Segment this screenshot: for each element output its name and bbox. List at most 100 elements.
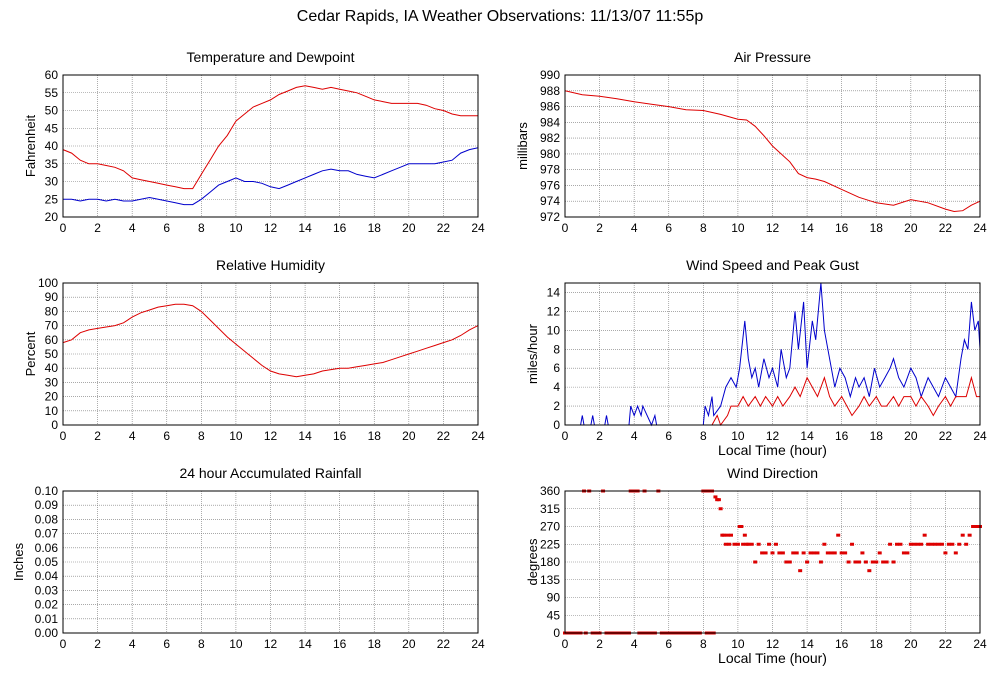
winddir-y-tick-label: 90 bbox=[547, 591, 561, 605]
humidity-y-tick-label: 30 bbox=[45, 375, 59, 389]
rain-y-axis-label: Inches bbox=[11, 542, 26, 581]
rain-x-tick-label: 2 bbox=[94, 637, 101, 651]
temp-series-line-1 bbox=[63, 147, 479, 206]
winddir-y-tick-label: 360 bbox=[540, 484, 560, 498]
wind-y-tick-label: 2 bbox=[553, 399, 560, 413]
wind-x-tick-label: 2 bbox=[596, 429, 603, 443]
wind-x-tick-label: 24 bbox=[973, 429, 987, 443]
temp-y-tick-label: 50 bbox=[45, 104, 59, 118]
winddir-point bbox=[926, 542, 931, 546]
wind-y-tick-label: 6 bbox=[553, 361, 560, 375]
winddir-point bbox=[713, 495, 718, 499]
humidity-chart-title: Relative Humidity bbox=[216, 257, 325, 273]
winddir-y-tick-label: 135 bbox=[540, 573, 560, 587]
winddir-point bbox=[908, 542, 913, 546]
temp-x-tick-label: 6 bbox=[163, 221, 170, 235]
winddir-point bbox=[770, 551, 775, 555]
pressure-y-tick-label: 984 bbox=[540, 115, 560, 129]
winddir-y-tick-label: 45 bbox=[547, 608, 561, 622]
humidity-x-tick-label: 18 bbox=[368, 429, 382, 443]
winddir-point bbox=[863, 560, 868, 564]
winddir-point bbox=[836, 533, 841, 537]
winddir-point bbox=[805, 560, 810, 564]
wind-chart-title: Wind Speed and Peak Gust bbox=[686, 257, 859, 273]
winddir-x-tick-label: 14 bbox=[800, 637, 814, 651]
rain-y-tick-label: 0.07 bbox=[35, 527, 59, 541]
winddir-point bbox=[756, 542, 761, 546]
winddir-point bbox=[773, 542, 778, 546]
winddir-point bbox=[767, 542, 772, 546]
winddir-point bbox=[971, 525, 976, 528]
wind-y-tick-label: 8 bbox=[553, 342, 560, 356]
wind-y-tick-label: 10 bbox=[547, 323, 561, 337]
winddir-point bbox=[939, 542, 944, 546]
winddir-point bbox=[722, 533, 727, 537]
winddir-point bbox=[877, 551, 882, 555]
winddir-point bbox=[898, 542, 903, 546]
winddir-point bbox=[829, 551, 834, 555]
wind-x-axis-label: Local Time (hour) bbox=[718, 442, 827, 458]
temp-plot-frame bbox=[62, 74, 479, 218]
wind-x-tick-label: 10 bbox=[731, 429, 745, 443]
rain-y-tick-label: 0.02 bbox=[35, 598, 59, 612]
winddir-chart-title: Wind Direction bbox=[727, 465, 818, 481]
pressure-x-tick-label: 0 bbox=[562, 221, 569, 235]
temp-x-tick-label: 20 bbox=[402, 221, 416, 235]
rain-plot-frame bbox=[62, 490, 479, 634]
wind-series-line-1 bbox=[565, 375, 980, 427]
winddir-x-tick-label: 2 bbox=[596, 637, 603, 651]
winddir-point bbox=[822, 542, 827, 546]
winddir-point bbox=[884, 560, 889, 564]
winddir-point bbox=[960, 533, 965, 537]
winddir-point bbox=[760, 551, 765, 555]
wind-x-tick-label: 0 bbox=[562, 429, 569, 443]
winddir-point bbox=[723, 542, 728, 546]
rain-chart: 0 2 4 6 8 10 12 14 16 18 20 22 240.000.010.020.030.0… bbox=[11, 465, 485, 651]
rain-x-tick-label: 10 bbox=[229, 637, 243, 651]
temp-y-tick-label: 55 bbox=[45, 86, 59, 100]
temp-y-tick-label: 25 bbox=[45, 192, 59, 206]
rain-x-tick-label: 14 bbox=[298, 637, 312, 651]
pressure-x-tick-label: 24 bbox=[973, 221, 987, 235]
winddir-point bbox=[801, 551, 806, 555]
wind-y-tick-label: 12 bbox=[547, 304, 561, 318]
winddir-point bbox=[753, 560, 758, 564]
pressure-x-tick-label: 22 bbox=[939, 221, 953, 235]
winddir-chart: 0 2 4 6 8 10 12 14 16 18 20 22 240459013518022527031… bbox=[525, 465, 987, 666]
winddir-point bbox=[749, 542, 754, 546]
winddir-point bbox=[839, 551, 844, 555]
temp-x-tick-label: 4 bbox=[129, 221, 136, 235]
winddir-point bbox=[895, 542, 899, 546]
winddir-y-tick-label: 225 bbox=[540, 537, 560, 551]
winddir-point bbox=[912, 542, 917, 546]
winddir-y-tick-label: 0 bbox=[553, 626, 560, 640]
winddir-plot-frame bbox=[564, 490, 981, 634]
pressure-y-tick-label: 978 bbox=[540, 163, 560, 177]
winddir-point bbox=[815, 551, 820, 555]
winddir-point bbox=[787, 560, 792, 564]
pressure-chart: 0 2 4 6 8 10 12 14 16 18 20 22 249729749769789809829… bbox=[515, 49, 987, 235]
winddir-point bbox=[936, 542, 941, 546]
winddir-point bbox=[725, 533, 730, 537]
pressure-chart-title: Air Pressure bbox=[734, 49, 811, 65]
wind-x-tick-label: 6 bbox=[665, 429, 672, 443]
rain-y-tick-label: 0.04 bbox=[35, 569, 59, 583]
winddir-x-tick-label: 8 bbox=[700, 637, 707, 651]
winddir-point bbox=[794, 551, 799, 555]
wind-x-tick-label: 14 bbox=[800, 429, 814, 443]
humidity-x-tick-label: 4 bbox=[129, 429, 136, 443]
winddir-point bbox=[946, 542, 951, 546]
wind-x-tick-label: 4 bbox=[631, 429, 638, 443]
rain-y-tick-label: 0.03 bbox=[35, 583, 59, 597]
pressure-plot-frame bbox=[564, 74, 981, 218]
pressure-x-tick-label: 14 bbox=[800, 221, 814, 235]
pressure-x-tick-label: 18 bbox=[870, 221, 884, 235]
winddir-point bbox=[739, 525, 744, 528]
wind-y-tick-label: 4 bbox=[553, 380, 560, 394]
humidity-x-tick-label: 20 bbox=[402, 429, 416, 443]
humidity-y-tick-label: 10 bbox=[45, 404, 59, 418]
winddir-point bbox=[718, 507, 723, 511]
winddir-x-tick-label: 4 bbox=[631, 637, 638, 651]
humidity-y-tick-label: 40 bbox=[45, 361, 59, 375]
